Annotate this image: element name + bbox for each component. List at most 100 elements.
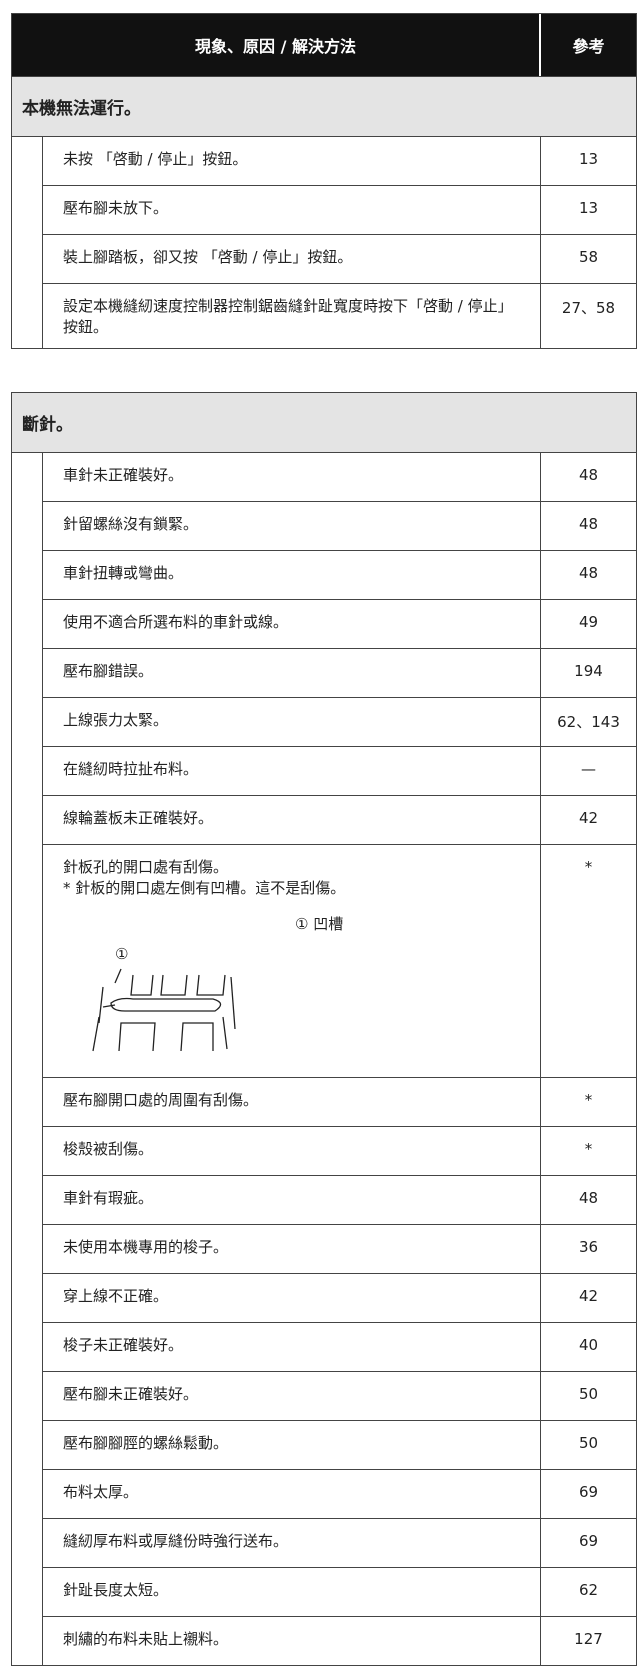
cause-text: 設定本機縫紉速度控制器控制鋸齒縫針趾寬度時按下「啓動 / 停止」按鈕。 <box>63 297 513 336</box>
description: 針趾長度太短。 <box>43 1568 540 1616</box>
row: 壓布腳未放下。 13 <box>43 186 636 235</box>
diagram-stroke <box>110 997 222 1012</box>
diagram-stroke <box>92 1016 100 1052</box>
description: 壓布腳腳脛的螺絲鬆動。 <box>43 1421 540 1469</box>
header-description: 現象、原因 / 解決方法 <box>195 37 356 56</box>
row: 上線張力太緊。 62、143 <box>43 698 636 747</box>
description: 車針未正確裝好。 <box>43 453 540 501</box>
figure-legend: ① 凹槽 <box>295 915 343 933</box>
description: 梭殼被刮傷。 <box>43 1127 540 1175</box>
description: 未使用本機專用的梭子。 <box>43 1225 540 1273</box>
reference: 48 <box>540 502 636 550</box>
reference: 58 <box>540 235 636 283</box>
reference: 42 <box>540 1274 636 1322</box>
row: 縫紉厚布料或厚縫份時強行送布。 69 <box>43 1519 636 1568</box>
description: 在縫紉時拉扯布料。 <box>43 747 540 795</box>
cause-text: 布料太厚。 <box>63 1483 139 1501</box>
cause-text: 車針扭轉或彎曲。 <box>63 564 184 582</box>
row: 在縫紉時拉扯布料。 — <box>43 747 636 796</box>
section: 本機無法運行。 未按 「啓動 / 停止」按鈕。 13 壓布腳未放下。 13 裝上腳踏板，卻… <box>12 76 636 348</box>
reference: 50 <box>540 1372 636 1420</box>
description: 布料太厚。 <box>43 1470 540 1518</box>
row: 布料太厚。 69 <box>43 1470 636 1519</box>
reference: 48 <box>540 551 636 599</box>
row: 壓布腳開口處的周圍有刮傷。 * <box>43 1078 636 1127</box>
description: 縫紉厚布料或厚縫份時強行送布。 <box>43 1519 540 1567</box>
reference: * <box>540 1127 636 1175</box>
cause-text: 車針未正確裝好。 <box>63 466 184 484</box>
cause-text: 壓布腳開口處的周圍有刮傷。 <box>63 1091 259 1109</box>
cause-text: 針板孔的開口處有刮傷。 <box>63 858 229 876</box>
description: 壓布腳未正確裝好。 <box>43 1372 540 1420</box>
reference: 50 <box>540 1421 636 1469</box>
reference: * <box>540 845 636 1077</box>
cause-text: 線輪蓋板未正確裝好。 <box>63 809 214 827</box>
figure-callout: ① <box>115 945 128 963</box>
reference: 36 <box>540 1225 636 1273</box>
reference: 49 <box>540 600 636 648</box>
description: 壓布腳未放下。 <box>43 186 540 234</box>
rows: 車針未正確裝好。 48 針留螺絲沒有鎖緊。 48 車針扭轉或彎曲。 48 使用不適合所選布料… <box>42 453 636 1665</box>
row: 未按 「啓動 / 停止」按鈕。 13 <box>43 137 636 186</box>
diagram: ① 凹槽 ① <box>92 915 343 1052</box>
note: * 針板的開口處左側有凹槽。這不是刮傷。 <box>63 879 346 897</box>
row: 針趾長度太短。 62 <box>43 1568 636 1617</box>
reference: 27、58 <box>540 284 636 348</box>
row: 針板孔的開口處有刮傷。 * 針板的開口處左側有凹槽。這不是刮傷。 ① 凹槽 ① * <box>43 845 636 1078</box>
reference: 40 <box>540 1323 636 1371</box>
reference: 127 <box>540 1617 636 1665</box>
description: 線輪蓋板未正確裝好。 <box>43 796 540 844</box>
description: 針留螺絲沒有鎖緊。 <box>43 502 540 550</box>
description: 車針扭轉或彎曲。 <box>43 551 540 599</box>
cause-text: 未按 「啓動 / 停止」按鈕。 <box>63 150 248 168</box>
cause-text: 未使用本機專用的梭子。 <box>63 1238 229 1256</box>
header-reference: 參考 <box>539 14 636 76</box>
row: 壓布腳腳脛的螺絲鬆動。 50 <box>43 1421 636 1470</box>
cause-text: 梭殼被刮傷。 <box>63 1140 154 1158</box>
reference: 48 <box>540 1176 636 1224</box>
section-title: 斷針。 <box>12 393 636 453</box>
row: 針留螺絲沒有鎖緊。 48 <box>43 502 636 551</box>
cause-text: 在縫紉時拉扯布料。 <box>63 760 199 778</box>
row: 設定本機縫紉速度控制器控制鋸齒縫針趾寬度時按下「啓動 / 停止」按鈕。 27、58 <box>43 284 636 348</box>
cause-text: 壓布腳錯誤。 <box>63 662 154 680</box>
row: 車針未正確裝好。 48 <box>43 453 636 502</box>
row: 未使用本機專用的梭子。 36 <box>43 1225 636 1274</box>
table-no-run: 現象、原因 / 解決方法 參考 本機無法運行。 未按 「啓動 / 停止」按鈕。 13… <box>11 13 637 349</box>
description: 壓布腳錯誤。 <box>43 649 540 697</box>
description: 壓布腳開口處的周圍有刮傷。 <box>43 1078 540 1126</box>
diagram-stroke <box>196 974 226 996</box>
cause-text: 裝上腳踏板，卻又按 「啓動 / 停止」按鈕。 <box>63 248 353 266</box>
reference: 69 <box>540 1519 636 1567</box>
cause-text: 上線張力太緊。 <box>63 711 169 729</box>
diagram-stroke <box>160 974 188 996</box>
section-title: 本機無法運行。 <box>12 76 636 137</box>
row: 裝上腳踏板，卻又按 「啓動 / 停止」按鈕。 58 <box>43 235 636 284</box>
cause-text: 壓布腳未正確裝好。 <box>63 1385 199 1403</box>
diagram-stroke <box>180 1022 214 1052</box>
description: 刺繡的布料未貼上襯料。 <box>43 1617 540 1665</box>
description: 上線張力太緊。 <box>43 698 540 746</box>
diagram-stroke <box>114 968 122 984</box>
cause-text: 使用不適合所選布料的車針或線。 <box>63 613 289 631</box>
diagram-stroke <box>230 976 236 1030</box>
description: 設定本機縫紉速度控制器控制鋸齒縫針趾寬度時按下「啓動 / 停止」按鈕。 <box>43 284 540 348</box>
description: 車針有瑕疵。 <box>43 1176 540 1224</box>
table-needle-break: 斷針。 車針未正確裝好。 48 針留螺絲沒有鎖緊。 48 車針扭轉或彎曲。 48 使用不適合所… <box>11 392 637 1666</box>
cause-text: 壓布腳腳脛的螺絲鬆動。 <box>63 1434 229 1452</box>
reference: 62 <box>540 1568 636 1616</box>
diagram-stroke <box>102 1004 116 1008</box>
description: 穿上線不正確。 <box>43 1274 540 1322</box>
diagram-stroke <box>222 1016 228 1050</box>
rows: 未按 「啓動 / 停止」按鈕。 13 壓布腳未放下。 13 裝上腳踏板，卻又按 「啓動 … <box>42 137 636 348</box>
row: 線輪蓋板未正確裝好。 42 <box>43 796 636 845</box>
cause-text: 針趾長度太短。 <box>63 1581 169 1599</box>
description: 使用不適合所選布料的車針或線。 <box>43 600 540 648</box>
cause-text: 車針有瑕疵。 <box>63 1189 154 1207</box>
reference: 48 <box>540 453 636 501</box>
row: 梭子未正確裝好。 40 <box>43 1323 636 1372</box>
reference: 194 <box>540 649 636 697</box>
reference: 62、143 <box>540 698 636 746</box>
reference: 13 <box>540 186 636 234</box>
